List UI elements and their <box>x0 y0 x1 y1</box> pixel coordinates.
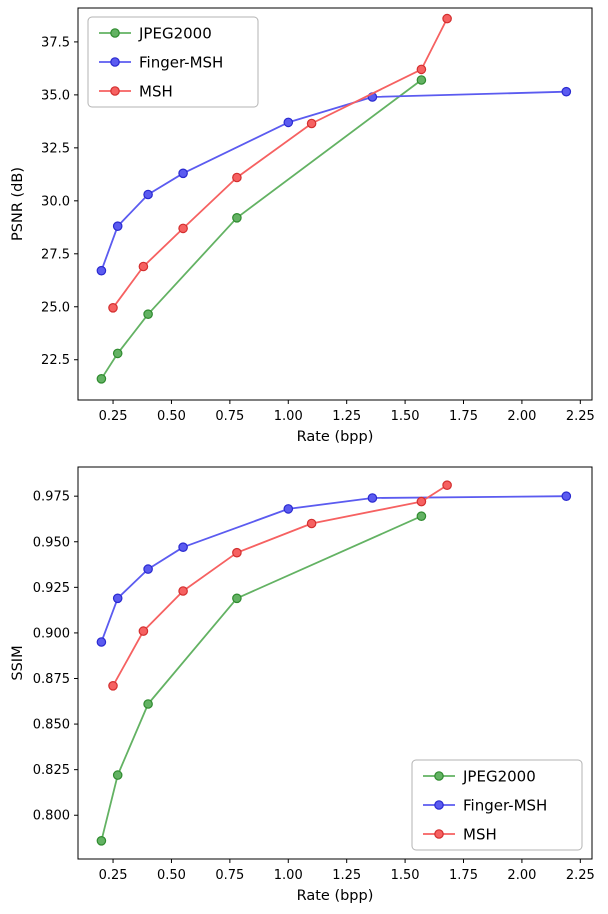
data-point <box>108 302 118 313</box>
data-point <box>561 491 572 501</box>
legend-marker <box>110 28 120 38</box>
x-tick-label: 0.50 <box>157 868 186 883</box>
ssim-figure: 0.25 0.50 0.75 1.00 1.25 1.50 1.75 2.00 2.25 0.80… <box>0 461 608 914</box>
x-tick-label: 2.25 <box>566 409 595 424</box>
data-point <box>178 586 188 596</box>
psnr-figure: 0.25 0.50 0.75 1.00 1.25 1.50 1.75 2.00 2.25 22.5… <box>10 7 595 445</box>
series-line-Finger-MSH <box>100 495 567 643</box>
x-axis-label: Rate (bpp) <box>297 888 374 904</box>
legend-marker <box>434 829 444 839</box>
data-point <box>232 213 242 223</box>
x-tick-label: 2.00 <box>507 868 536 883</box>
x-tick-label: 0.50 <box>157 409 186 424</box>
data-point <box>96 637 107 647</box>
data-point <box>96 835 107 846</box>
x-tick-label: 2.00 <box>507 409 536 424</box>
data-point <box>143 699 153 709</box>
data-point <box>138 626 149 636</box>
data-point <box>108 681 118 691</box>
data-point <box>138 261 149 272</box>
x-tick-label: 1.00 <box>274 868 303 883</box>
y-tick-label: 30.0 <box>41 194 70 209</box>
x-tick-label: 1.50 <box>391 409 420 424</box>
data-point <box>442 480 452 490</box>
data-point <box>178 223 188 234</box>
data-point <box>416 511 427 521</box>
legend-marker <box>434 771 444 781</box>
legend-item-label: JPEG2000 <box>462 768 536 786</box>
y-tick-label: 0.950 <box>33 535 70 550</box>
y-tick-label: 0.925 <box>33 581 70 596</box>
psnr-chart: 0.25 0.50 0.75 1.00 1.25 1.50 1.75 2.00 2.25 22.5… <box>10 7 595 445</box>
y-tick-label: 0.975 <box>33 490 70 505</box>
data-point <box>112 770 123 780</box>
x-tick-label: 1.25 <box>332 868 361 883</box>
x-tick-label: 0.75 <box>215 409 244 424</box>
data-point <box>178 542 188 552</box>
y-tick-label: 0.825 <box>33 763 70 778</box>
data-point <box>112 348 123 359</box>
legend-box <box>411 759 583 851</box>
data-point <box>283 504 294 514</box>
legend-item-label: Finger-MSH <box>139 54 223 72</box>
x-tick-label: 1.25 <box>332 409 361 424</box>
data-point <box>232 547 242 558</box>
series-line-Finger-MSH <box>100 90 567 272</box>
data-point <box>561 86 572 97</box>
data-point <box>112 593 123 604</box>
x-tick-label: 0.25 <box>99 868 128 883</box>
x-tick-label: 1.75 <box>449 409 478 424</box>
legend-item-label: MSH <box>463 826 497 844</box>
plot-border <box>77 7 593 401</box>
ssim-chart: 0.25 0.50 0.75 1.00 1.25 1.50 1.75 2.00 2.25 0.80… <box>10 466 595 904</box>
data-point <box>416 75 427 85</box>
data-point <box>112 221 123 231</box>
series-line-JPEG2000 <box>100 79 422 380</box>
data-point <box>232 593 242 604</box>
data-point <box>442 13 452 24</box>
x-tick-label: 0.25 <box>99 409 128 424</box>
x-tick-label: 1.00 <box>274 409 303 424</box>
legend-item-label: JPEG2000 <box>138 25 212 43</box>
y-tick-label: 37.5 <box>41 35 70 50</box>
y-tick-label: 22.5 <box>41 353 70 368</box>
x-tick-label: 1.75 <box>449 868 478 883</box>
data-point <box>178 168 188 179</box>
data-point <box>143 309 153 319</box>
data-point <box>416 496 427 507</box>
legend-marker <box>434 800 444 810</box>
data-point <box>416 64 427 75</box>
y-tick-label: 25.0 <box>41 300 70 315</box>
y-tick-label: 27.5 <box>41 247 70 262</box>
y-tick-label: 0.800 <box>33 809 70 824</box>
x-tick-label: 1.50 <box>391 868 420 883</box>
y-axis-label: PSNR (dB) <box>10 167 26 241</box>
x-tick-label: 0.75 <box>215 868 244 883</box>
y-axis-label: SSIM <box>10 645 26 680</box>
data-point <box>232 172 242 183</box>
data-point <box>306 118 317 129</box>
y-tick-label: 32.5 <box>41 141 70 156</box>
data-point <box>283 117 294 128</box>
plot-border <box>77 466 593 860</box>
data-point <box>306 518 317 529</box>
data-point <box>143 189 153 200</box>
data-point <box>96 265 107 276</box>
x-tick-label: 2.25 <box>566 868 595 883</box>
y-tick-label: 0.850 <box>33 718 70 733</box>
y-tick-label: 35.0 <box>41 88 70 103</box>
data-point <box>367 493 378 503</box>
data-point <box>143 564 153 574</box>
legend-marker <box>110 86 120 96</box>
y-tick-label: 0.875 <box>33 672 70 687</box>
x-axis-label: Rate (bpp) <box>297 429 374 445</box>
legend-marker <box>110 57 120 67</box>
y-tick-label: 0.900 <box>33 626 70 641</box>
legend-item-label: MSH <box>139 83 173 101</box>
legend-item-label: Finger-MSH <box>463 797 547 815</box>
data-point <box>96 373 107 384</box>
legend-box <box>87 16 259 108</box>
series-line-MSH <box>112 484 448 687</box>
